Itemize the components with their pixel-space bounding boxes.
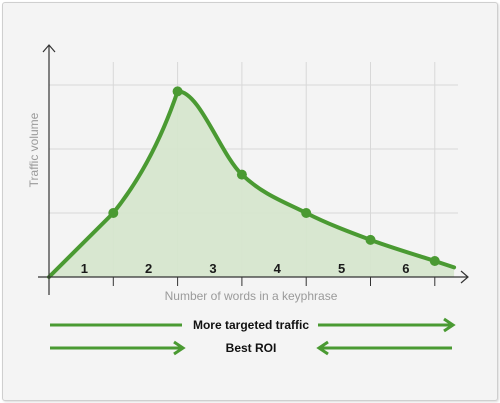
arrow-left-icon [316, 340, 329, 356]
series-line [47, 89, 457, 279]
best-roi-arrow: Best ROI [50, 340, 452, 356]
data-point [301, 208, 312, 218]
y-axis-arrow-icon [42, 44, 56, 53]
axes [38, 44, 469, 295]
x-tick-label: 2 [145, 261, 152, 276]
arrow2-label: Best ROI [226, 341, 277, 355]
x-tick-label: 6 [402, 261, 409, 276]
x-tick-label: 3 [209, 261, 216, 276]
x-axis-label: Number of words in a keyphrase [165, 289, 338, 303]
x-tick-labels: 1 2 3 4 5 6 [81, 261, 410, 276]
x-tick-label: 4 [274, 261, 282, 276]
data-point [108, 208, 119, 218]
data-point [236, 169, 247, 180]
data-points [108, 86, 440, 266]
x-tick-label: 1 [81, 261, 88, 276]
targeted-traffic-arrow: More targeted traffic [50, 317, 456, 333]
x-axis-arrow-icon [460, 270, 469, 284]
x-tick-label: 5 [338, 261, 345, 276]
arrow-right-icon [443, 317, 456, 333]
arrow-right-icon [173, 340, 186, 356]
arrow1-label: More targeted traffic [193, 318, 309, 332]
data-point [172, 86, 183, 97]
data-point [429, 256, 440, 266]
y-axis-label: Traffic volume [27, 112, 41, 187]
data-point [365, 234, 376, 245]
